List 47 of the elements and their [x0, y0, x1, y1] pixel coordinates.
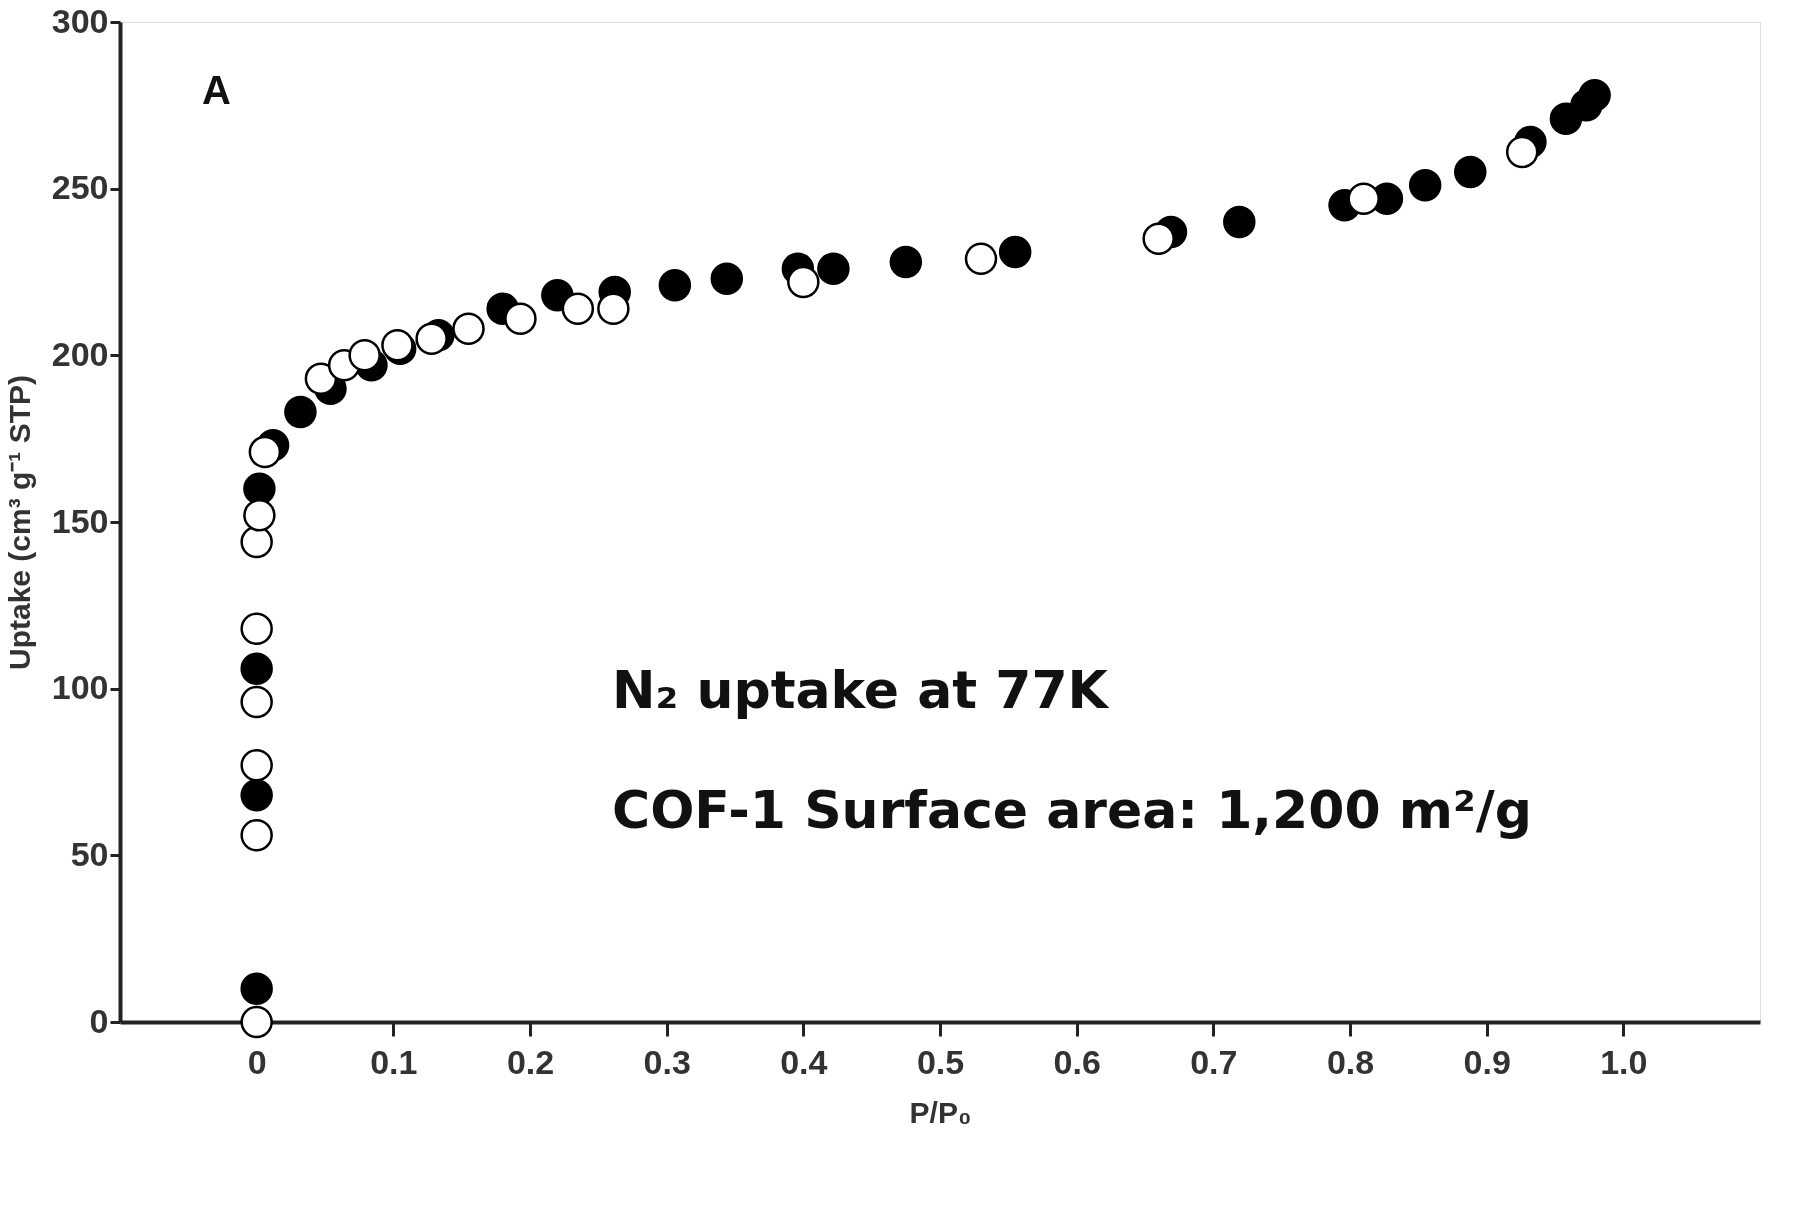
x-tick-label: 0.8 [1326, 1042, 1375, 1081]
x-tick-label: 1.0 [1600, 1042, 1648, 1081]
point [240, 779, 273, 812]
point [1223, 205, 1256, 239]
x-tick-label: 0 [247, 1042, 267, 1081]
y-tick-label: 0 [89, 1001, 109, 1040]
x-tick-label: 0.3 [643, 1042, 691, 1081]
y-axis-title: Uptake (cm³ g⁻¹ STP) [2, 374, 36, 671]
x-axis-title: P/P₀ [909, 1095, 972, 1129]
point [787, 265, 820, 299]
point [240, 972, 273, 1005]
x-tick-label: 0.1 [370, 1042, 418, 1081]
point [284, 395, 317, 429]
point [658, 269, 692, 302]
point [243, 472, 276, 505]
point [597, 292, 630, 325]
point [710, 262, 744, 295]
annotation: COF-1 Surface area: 1,200 m²/g [612, 780, 1532, 840]
y-tick-label: 100 [51, 668, 109, 707]
point [998, 235, 1032, 269]
x-tick-label: 0.2 [506, 1042, 555, 1081]
point [304, 362, 338, 395]
y-tick-label: 300 [51, 1, 109, 40]
y-tick-label: 150 [51, 501, 109, 540]
point [348, 339, 381, 372]
point [240, 652, 273, 685]
point [1142, 222, 1175, 255]
x-tick-label: 0.7 [1190, 1042, 1238, 1081]
point [1578, 79, 1611, 112]
x-tick-label: 0.4 [780, 1042, 828, 1081]
annotation: N₂ uptake at 77K [612, 660, 1110, 720]
annotation: A [202, 68, 231, 112]
point [248, 435, 282, 469]
x-tick-label: 0.6 [1053, 1042, 1101, 1081]
point [240, 1005, 273, 1039]
point [817, 252, 850, 285]
y-tick-label: 50 [70, 834, 109, 873]
x-tick-label: 0.5 [916, 1042, 965, 1081]
point [889, 245, 923, 279]
point [1347, 182, 1380, 215]
point [1408, 169, 1442, 202]
point [1454, 155, 1487, 189]
y-tick-label: 250 [51, 168, 109, 207]
point [1505, 135, 1539, 169]
y-tick-label: 200 [51, 334, 109, 373]
x-tick-label: 0.9 [1463, 1042, 1511, 1081]
point [415, 322, 448, 355]
